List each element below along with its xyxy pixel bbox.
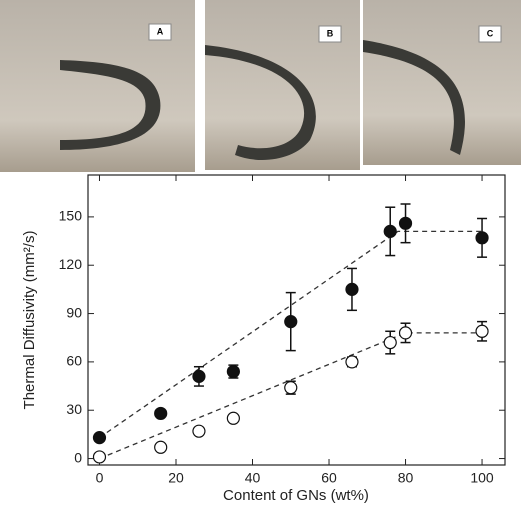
plot-frame (87, 174, 506, 466)
point (226, 411, 240, 425)
point (398, 326, 413, 340)
point (92, 431, 107, 445)
panel-label-box (318, 25, 342, 43)
point (192, 424, 206, 438)
point (383, 335, 397, 350)
point (398, 216, 413, 230)
point (345, 355, 359, 369)
panel-label: B (327, 28, 334, 38)
photo-c (363, 0, 521, 165)
point (192, 369, 206, 383)
point (226, 364, 240, 379)
y-tick-label: 120 (59, 256, 83, 272)
x-tick-label: 0 (96, 470, 104, 486)
y-tick-label: 150 (59, 208, 83, 224)
y-tick-label: 60 (66, 353, 82, 369)
y-tick-label: 30 (66, 401, 82, 417)
x-axis-title: Content of GNs (wt%) (223, 487, 369, 504)
point (92, 450, 107, 464)
x-tick-label: 40 (245, 470, 261, 486)
point (154, 440, 168, 454)
x-tick-label: 100 (470, 470, 494, 486)
point (154, 406, 168, 421)
point (383, 224, 397, 238)
x-tick-label: 60 (321, 470, 337, 486)
y-tick-label: 90 (66, 304, 82, 320)
point (284, 381, 298, 395)
y-tick-label: 0 (74, 449, 82, 465)
trend-line (99, 332, 483, 460)
point (345, 282, 359, 296)
point (284, 315, 298, 329)
panel-label: C (487, 28, 494, 38)
y-axis-title: Thermal Diffusivity (mm²/s) (21, 231, 38, 410)
x-tick-label: 80 (398, 470, 414, 486)
panel-label-box (478, 25, 502, 43)
panel-label-box (148, 23, 172, 41)
x-tick-label: 20 (168, 470, 184, 486)
point (475, 231, 489, 245)
point (475, 324, 489, 338)
panel-label: A (157, 26, 164, 36)
